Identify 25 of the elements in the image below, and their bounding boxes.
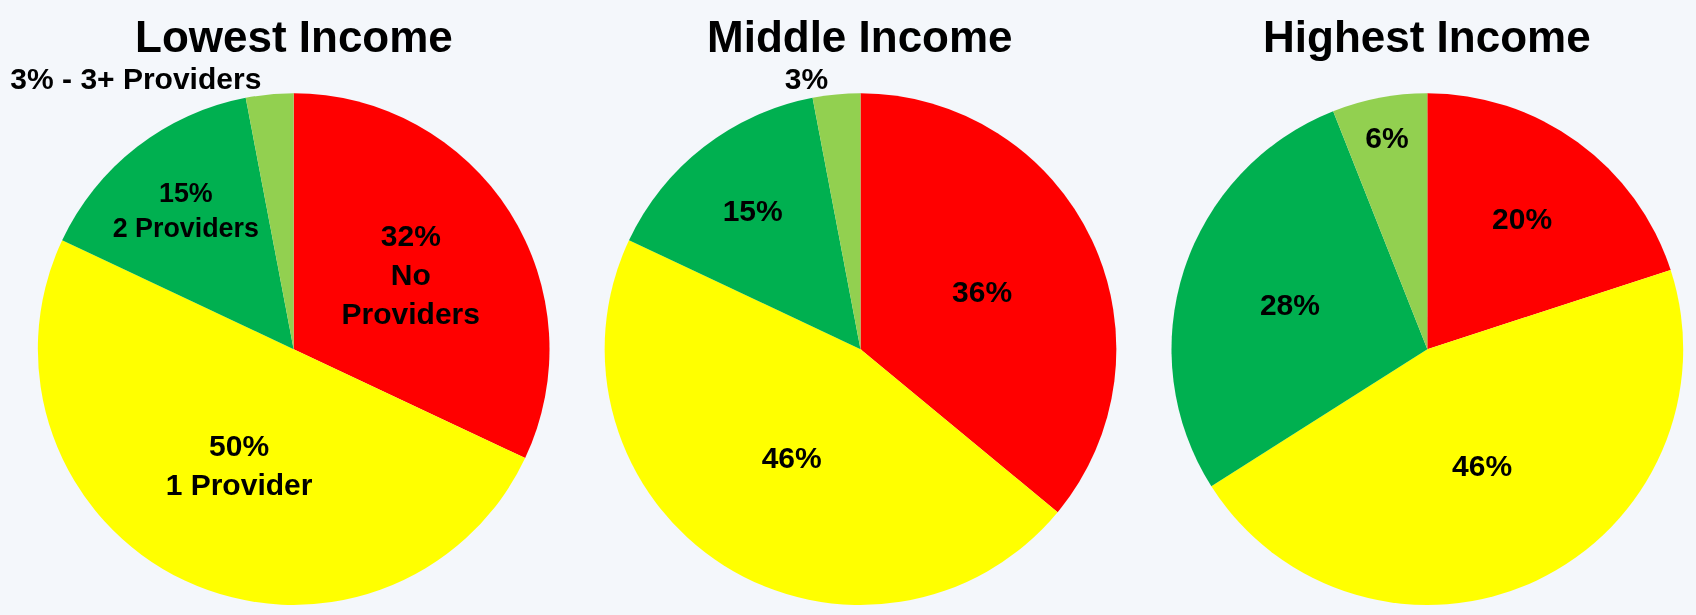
chart-title: Highest Income — [1263, 12, 1591, 61]
pie-slice — [62, 97, 294, 350]
pie-slice — [1172, 111, 1428, 487]
data-label: 46% — [761, 441, 822, 475]
chart-title: Middle Income — [707, 12, 1013, 61]
data-label: 3% - 3+ Providers — [10, 61, 262, 95]
pie-slice — [1427, 93, 1671, 350]
pie-slice — [860, 93, 1116, 513]
pie-slice — [1211, 270, 1683, 605]
data-label: 6% — [1365, 120, 1409, 154]
data-label: 15% 2 Providers — [112, 178, 259, 243]
data-label: 3% — [784, 61, 829, 95]
data-label: 28% — [1259, 288, 1320, 321]
data-label: 36% — [952, 275, 1013, 309]
data-label: 15% — [722, 193, 783, 227]
pie-slice — [293, 93, 549, 459]
data-label: 50% 1 Provider — [165, 428, 313, 501]
pie-slice — [1333, 93, 1428, 350]
pie-slice — [812, 93, 861, 350]
pie-slice — [629, 97, 861, 350]
chart-title: Lowest Income — [135, 12, 453, 61]
pie-slice — [605, 240, 1058, 605]
data-label: 32% No Providers — [341, 219, 480, 331]
data-label: 20% — [1492, 202, 1553, 236]
data-label: 46% — [1452, 448, 1513, 482]
